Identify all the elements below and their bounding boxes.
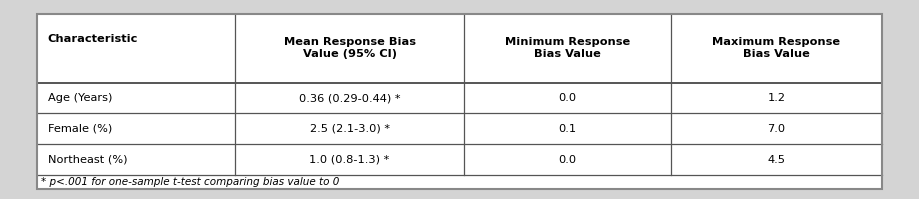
Text: 0.0: 0.0 [558, 155, 576, 165]
Text: Female (%): Female (%) [48, 124, 112, 134]
Text: 0.1: 0.1 [558, 124, 576, 134]
Text: 1.0 (0.8-1.3) *: 1.0 (0.8-1.3) * [310, 155, 390, 165]
Text: 0.36 (0.29-0.44) *: 0.36 (0.29-0.44) * [299, 93, 401, 103]
Text: 2.5 (2.1-3.0) *: 2.5 (2.1-3.0) * [310, 124, 390, 134]
Text: 7.0: 7.0 [767, 124, 786, 134]
Text: 4.5: 4.5 [767, 155, 786, 165]
Text: Northeast (%): Northeast (%) [48, 155, 128, 165]
Text: Age (Years): Age (Years) [48, 93, 112, 103]
Text: 0.0: 0.0 [558, 93, 576, 103]
Text: Maximum Response
Bias Value: Maximum Response Bias Value [712, 37, 841, 59]
Text: Mean Response Bias
Value (95% CI): Mean Response Bias Value (95% CI) [284, 37, 415, 59]
Text: Characteristic: Characteristic [48, 34, 138, 44]
Text: 1.2: 1.2 [767, 93, 786, 103]
Bar [37, 14, 882, 189]
Text: * p<.001 for one-sample t-test comparing bias value to 0: * p<.001 for one-sample t-test comparing… [41, 177, 340, 187]
Bar [37, 14, 882, 189]
Text: Minimum Response
Bias Value: Minimum Response Bias Value [505, 37, 630, 59]
